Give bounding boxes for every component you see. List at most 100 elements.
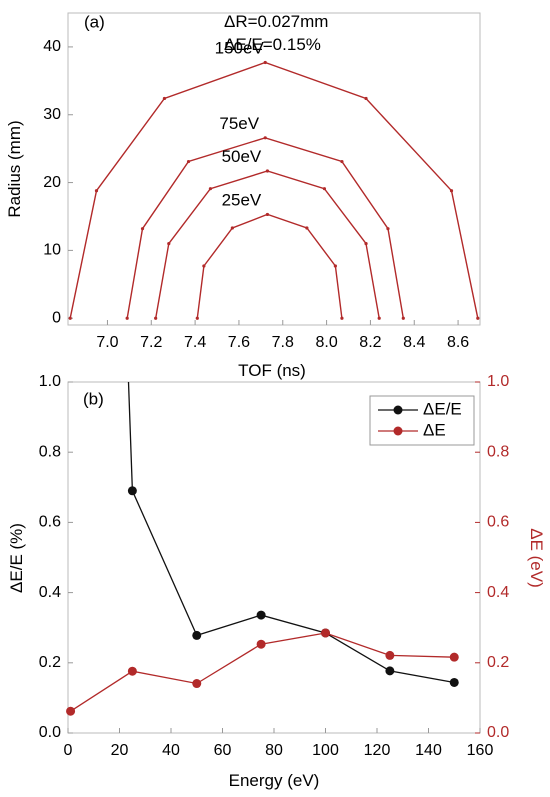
curve-50eV-point <box>208 187 213 191</box>
panel-a-y-axis-label: Radius (mm) <box>5 120 24 217</box>
panel-a-x-tick-label: 8.6 <box>447 334 469 351</box>
series-point-e <box>127 666 137 676</box>
series-point-e <box>192 679 202 689</box>
curve-150eV-point <box>364 96 368 101</box>
panel-a-x-tick-label: 7.8 <box>272 334 294 351</box>
panel-b-x-tick-label: 40 <box>162 742 180 759</box>
series-point-e-over-e <box>449 677 459 687</box>
panel-b-x-tick-label: 120 <box>364 742 391 759</box>
panel-b-x-tick-label: 20 <box>111 742 129 759</box>
curve-25eV <box>196 213 343 319</box>
panel-a-x-tick-label: 7.0 <box>96 334 118 351</box>
panel-b: (b) Energy (eV) ΔE/E (%) ΔE (eV) 0 20 40 60… <box>7 373 546 790</box>
curve-label-75eV: 75eV <box>219 114 259 133</box>
curve-25eV-point <box>340 316 344 320</box>
curve-50eV-point <box>167 242 171 246</box>
series-point-e-over-e <box>127 486 137 496</box>
curve-150eV <box>69 61 479 319</box>
curve-75eV-point <box>140 227 145 231</box>
panel-a-y-tick-label: 0 <box>52 309 61 326</box>
panel-b-x-tick-label: 0 <box>64 742 73 759</box>
panel-b-right-tick-label: 0.8 <box>487 443 509 460</box>
panel-a-x-axis-label: TOF (ns) <box>238 361 306 380</box>
curve-75eV-point <box>401 316 405 320</box>
panel-b-left-tick-label: 0.6 <box>39 514 61 531</box>
curve-150eV-point <box>68 316 72 320</box>
panel-b-label: (b) <box>83 389 104 408</box>
series-point-e-over-e <box>256 610 266 620</box>
panel-b-right-tick-label: 0.2 <box>487 654 509 671</box>
panel-b-right-axis-label: ΔE (eV) <box>527 528 546 588</box>
series-point-e <box>66 706 76 716</box>
curve-150eV-point <box>476 316 480 320</box>
legend-box <box>369 395 475 446</box>
panel-b-left-axis-label: ΔE/E (%) <box>7 523 26 593</box>
series-point-e-over-e <box>192 630 202 640</box>
panel-b-right-tick-label: 0.4 <box>487 584 509 601</box>
panel-a-y-tick-label: 40 <box>43 38 61 55</box>
curve-25eV-point <box>305 226 309 230</box>
curve-75eV-point <box>186 159 191 164</box>
annotation-delta-r: ΔR=0.027mm <box>224 12 328 31</box>
panel-b-right-tick-label: 0.0 <box>487 724 509 741</box>
panel-a-ticks: 7.0 7.2 7.4 7.6 7.8 8.0 8.2 8.4 8.6 0 10 20 30 40 <box>43 38 469 351</box>
panel-a: (a) ΔR=0.027mm ΔE/E=0.15% TOF (ns) Radiu… <box>5 12 481 380</box>
curve-50eV-point <box>265 169 270 173</box>
legend-marker-delta-e-over-e <box>393 405 403 415</box>
panel-b-series <box>66 381 459 716</box>
panel-a-y-tick-label: 10 <box>43 242 61 259</box>
curve-150eV-point <box>449 189 454 193</box>
panel-a-x-tick-label: 8.4 <box>403 334 425 351</box>
panel-a-x-tick-label: 8.0 <box>315 334 337 351</box>
curve-50eV-point <box>322 187 327 191</box>
panel-a-label: (a) <box>84 12 105 31</box>
curve-25eV-point <box>265 212 270 217</box>
legend-marker-delta-e <box>393 426 403 436</box>
curve-label-50eV: 50eV <box>222 147 262 166</box>
panel-a-y-tick-label: 30 <box>43 106 61 123</box>
legend-label-delta-e: ΔE <box>423 420 446 439</box>
panel-b-right-tick-label: 0.6 <box>487 514 509 531</box>
curve-50eV-point <box>364 242 368 246</box>
panel-b-left-tick-label: 0.8 <box>39 443 61 460</box>
curve-75eV-point <box>386 227 390 231</box>
curve-50eV-point <box>377 316 381 320</box>
curve-25eV-point <box>202 264 206 268</box>
curve-50eV <box>155 170 380 319</box>
panel-b-x-tick-label: 160 <box>467 742 494 759</box>
panel-a-y-tick-label: 20 <box>43 174 61 191</box>
panel-b-x-tick-label: 60 <box>214 742 232 759</box>
panel-b-left-tick-label: 0.2 <box>39 654 61 671</box>
legend-label-delta-e-over-e: ΔE/E <box>423 399 462 418</box>
panel-a-x-tick-label: 7.6 <box>228 334 250 351</box>
series-point-e <box>449 652 459 662</box>
series-point-e <box>321 628 330 638</box>
panel-b-x-tick-label: 100 <box>312 742 339 759</box>
panel-b-x-axis-label: Energy (eV) <box>229 771 320 790</box>
curve-75eV <box>126 137 404 319</box>
panel-b-right-tick-label: 1.0 <box>487 373 509 390</box>
curve-label-25eV: 25eV <box>222 190 262 209</box>
panel-a-x-tick-label: 7.2 <box>140 334 162 351</box>
panel-a-x-tick-label: 8.2 <box>359 334 381 351</box>
panel-b-left-tick-label: 0.4 <box>39 584 61 601</box>
curve-75eV-point <box>340 159 344 164</box>
annotation-delta-e-over-e: ΔE/E=0.15% <box>224 35 321 54</box>
panel-b-x-tick-label: 140 <box>415 742 442 759</box>
panel-a-curves: 150eV 75eV 50eV 25eV <box>68 39 480 320</box>
panel-b-legend: ΔE/E ΔE <box>369 395 475 446</box>
series-point-e-over-e <box>385 666 395 676</box>
curve-25eV-point <box>230 226 234 230</box>
curve-150eV-point <box>162 96 167 101</box>
curve-25eV-point <box>195 316 199 320</box>
curve-label-150eV: 150eV <box>215 39 265 58</box>
panel-a-frame <box>67 12 481 326</box>
panel-b-left-tick-label: 0.0 <box>39 724 61 741</box>
curve-75eV-point <box>263 136 267 140</box>
curve-50eV-point <box>154 316 158 320</box>
curve-25eV-point <box>333 264 337 268</box>
panel-a-x-tick-label: 7.4 <box>184 334 206 351</box>
series-point-e <box>256 639 266 649</box>
panel-b-ticks: 0 20 40 60 80 100 120 140 1600.00.20.40.60.81.00… <box>39 373 510 759</box>
